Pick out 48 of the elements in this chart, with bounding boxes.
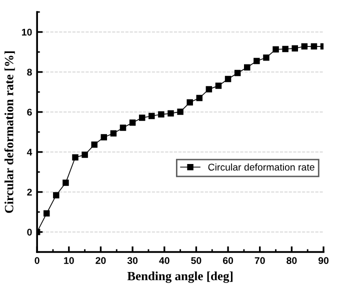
y-tick-label: 6 — [27, 108, 32, 116]
point — [158, 111, 164, 118]
y-tick-label: 10 — [22, 28, 32, 36]
point — [215, 82, 222, 89]
y-axis-title: Circular deformation rate [%] — [4, 51, 15, 213]
point — [244, 64, 250, 71]
y-tick-label: 0 — [27, 228, 32, 236]
x-tick-label: 50 — [191, 257, 202, 264]
x-axis-title: Bending angle [deg] — [127, 271, 232, 283]
point — [301, 43, 308, 50]
point — [82, 152, 88, 158]
y-tick-label: 8 — [27, 68, 32, 76]
point — [310, 43, 318, 50]
x-tick-label: 60 — [222, 257, 234, 264]
point — [138, 114, 146, 121]
point — [43, 210, 50, 217]
point — [100, 134, 108, 140]
point — [72, 154, 78, 161]
legend-label: Circular deformation rate — [208, 163, 314, 171]
x-tick-label: 40 — [159, 257, 170, 264]
x-tick-label: 70 — [254, 257, 265, 264]
point — [186, 99, 193, 106]
point — [234, 70, 241, 76]
point — [282, 46, 288, 52]
point — [272, 46, 279, 53]
y-tick-label: 4 — [26, 148, 32, 156]
y-tick-label: 2 — [27, 188, 32, 196]
point — [129, 119, 136, 126]
point — [120, 124, 126, 131]
point — [168, 110, 174, 117]
point — [148, 112, 155, 120]
point — [110, 130, 117, 137]
x-tick-label: 80 — [286, 257, 297, 264]
point — [177, 108, 184, 115]
point — [62, 180, 69, 186]
x-tick-label: 0 — [34, 257, 40, 264]
x-tick-label: 30 — [127, 257, 138, 264]
point — [196, 94, 203, 102]
point — [263, 54, 270, 61]
point — [91, 141, 98, 148]
x-tick-label: 10 — [64, 257, 74, 264]
x-tick-label: 20 — [96, 257, 106, 264]
point — [224, 76, 232, 82]
point — [53, 192, 60, 198]
x-tick-label: 90 — [318, 257, 329, 264]
point — [206, 86, 212, 92]
point — [254, 58, 260, 64]
point — [292, 45, 298, 52]
